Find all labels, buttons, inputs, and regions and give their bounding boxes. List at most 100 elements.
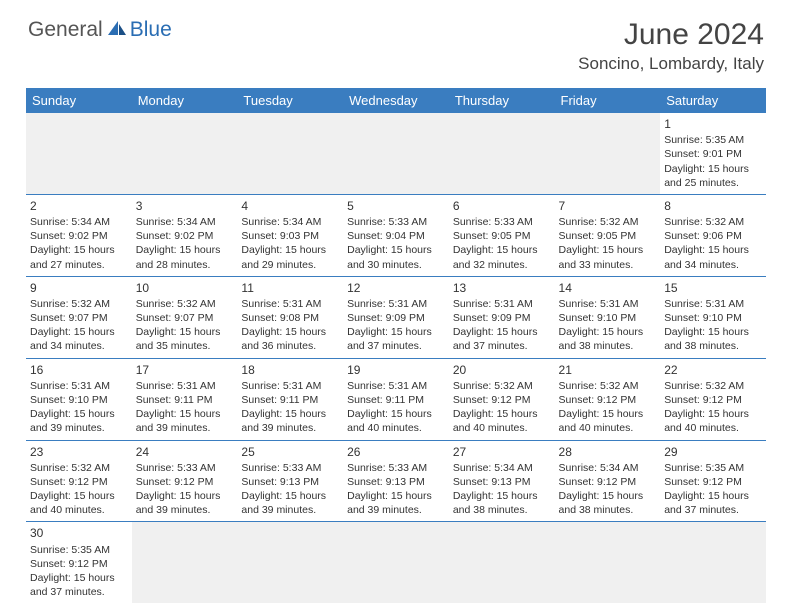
sunset-text: Sunset: 9:11 PM <box>136 393 234 407</box>
sunset-text: Sunset: 9:12 PM <box>559 393 657 407</box>
calendar-cell: 8Sunrise: 5:32 AMSunset: 9:06 PMDaylight… <box>660 194 766 276</box>
weekday-header: Saturday <box>660 88 766 113</box>
sunrise-text: Sunrise: 5:32 AM <box>664 379 762 393</box>
day-number: 9 <box>30 280 128 296</box>
calendar-cell: 29Sunrise: 5:35 AMSunset: 9:12 PMDayligh… <box>660 440 766 522</box>
sunset-text: Sunset: 9:12 PM <box>136 475 234 489</box>
daylight-text: Daylight: 15 hours and 39 minutes. <box>136 407 234 435</box>
sunrise-text: Sunrise: 5:31 AM <box>241 297 339 311</box>
day-number: 26 <box>347 444 445 460</box>
daylight-text: Daylight: 15 hours and 40 minutes. <box>559 407 657 435</box>
calendar-cell: 10Sunrise: 5:32 AMSunset: 9:07 PMDayligh… <box>132 276 238 358</box>
sunset-text: Sunset: 9:04 PM <box>347 229 445 243</box>
calendar-cell: 25Sunrise: 5:33 AMSunset: 9:13 PMDayligh… <box>237 440 343 522</box>
logo-text-blue: Blue <box>130 18 172 42</box>
daylight-text: Daylight: 15 hours and 38 minutes. <box>559 489 657 517</box>
calendar-table: SundayMondayTuesdayWednesdayThursdayFrid… <box>26 88 766 603</box>
daylight-text: Daylight: 15 hours and 40 minutes. <box>30 489 128 517</box>
daylight-text: Daylight: 15 hours and 27 minutes. <box>30 243 128 271</box>
day-number: 17 <box>136 362 234 378</box>
calendar-cell: 23Sunrise: 5:32 AMSunset: 9:12 PMDayligh… <box>26 440 132 522</box>
calendar-cell: 22Sunrise: 5:32 AMSunset: 9:12 PMDayligh… <box>660 358 766 440</box>
sunrise-text: Sunrise: 5:32 AM <box>30 297 128 311</box>
sunset-text: Sunset: 9:10 PM <box>559 311 657 325</box>
sunrise-text: Sunrise: 5:31 AM <box>30 379 128 393</box>
calendar-cell-empty <box>237 113 343 194</box>
calendar-body: 1Sunrise: 5:35 AMSunset: 9:01 PMDaylight… <box>26 113 766 603</box>
day-number: 23 <box>30 444 128 460</box>
page-title: June 2024 <box>578 18 764 52</box>
sunset-text: Sunset: 9:13 PM <box>347 475 445 489</box>
day-number: 8 <box>664 198 762 214</box>
daylight-text: Daylight: 15 hours and 39 minutes. <box>136 489 234 517</box>
calendar-cell: 13Sunrise: 5:31 AMSunset: 9:09 PMDayligh… <box>449 276 555 358</box>
sunrise-text: Sunrise: 5:34 AM <box>453 461 551 475</box>
weekday-header: Friday <box>555 88 661 113</box>
daylight-text: Daylight: 15 hours and 25 minutes. <box>664 162 762 190</box>
sunrise-text: Sunrise: 5:33 AM <box>453 215 551 229</box>
sunrise-text: Sunrise: 5:32 AM <box>30 461 128 475</box>
calendar-cell: 18Sunrise: 5:31 AMSunset: 9:11 PMDayligh… <box>237 358 343 440</box>
calendar-cell-empty <box>343 113 449 194</box>
daylight-text: Daylight: 15 hours and 34 minutes. <box>30 325 128 353</box>
sunrise-text: Sunrise: 5:35 AM <box>664 461 762 475</box>
sunrise-text: Sunrise: 5:35 AM <box>664 133 762 147</box>
daylight-text: Daylight: 15 hours and 30 minutes. <box>347 243 445 271</box>
daylight-text: Daylight: 15 hours and 39 minutes. <box>30 407 128 435</box>
daylight-text: Daylight: 15 hours and 38 minutes. <box>453 489 551 517</box>
calendar-cell: 3Sunrise: 5:34 AMSunset: 9:02 PMDaylight… <box>132 194 238 276</box>
sunset-text: Sunset: 9:09 PM <box>347 311 445 325</box>
calendar-cell-empty <box>237 522 343 603</box>
location-text: Soncino, Lombardy, Italy <box>578 54 764 74</box>
calendar-cell: 28Sunrise: 5:34 AMSunset: 9:12 PMDayligh… <box>555 440 661 522</box>
daylight-text: Daylight: 15 hours and 37 minutes. <box>453 325 551 353</box>
sunrise-text: Sunrise: 5:32 AM <box>136 297 234 311</box>
calendar-cell: 1Sunrise: 5:35 AMSunset: 9:01 PMDaylight… <box>660 113 766 194</box>
sunset-text: Sunset: 9:12 PM <box>559 475 657 489</box>
sunrise-text: Sunrise: 5:31 AM <box>347 297 445 311</box>
sunset-text: Sunset: 9:13 PM <box>453 475 551 489</box>
daylight-text: Daylight: 15 hours and 37 minutes. <box>347 325 445 353</box>
calendar-cell: 6Sunrise: 5:33 AMSunset: 9:05 PMDaylight… <box>449 194 555 276</box>
sunset-text: Sunset: 9:01 PM <box>664 147 762 161</box>
daylight-text: Daylight: 15 hours and 40 minutes. <box>664 407 762 435</box>
daylight-text: Daylight: 15 hours and 38 minutes. <box>559 325 657 353</box>
calendar-cell-empty <box>660 522 766 603</box>
calendar-cell: 12Sunrise: 5:31 AMSunset: 9:09 PMDayligh… <box>343 276 449 358</box>
day-number: 12 <box>347 280 445 296</box>
calendar-cell-empty <box>132 113 238 194</box>
title-block: June 2024 Soncino, Lombardy, Italy <box>578 18 764 74</box>
weekday-header: Tuesday <box>237 88 343 113</box>
sunrise-text: Sunrise: 5:34 AM <box>241 215 339 229</box>
sunset-text: Sunset: 9:05 PM <box>453 229 551 243</box>
calendar-cell: 7Sunrise: 5:32 AMSunset: 9:05 PMDaylight… <box>555 194 661 276</box>
daylight-text: Daylight: 15 hours and 38 minutes. <box>664 325 762 353</box>
weekday-header: Wednesday <box>343 88 449 113</box>
day-number: 7 <box>559 198 657 214</box>
sunset-text: Sunset: 9:11 PM <box>347 393 445 407</box>
day-number: 24 <box>136 444 234 460</box>
sunrise-text: Sunrise: 5:32 AM <box>664 215 762 229</box>
calendar-row: 16Sunrise: 5:31 AMSunset: 9:10 PMDayligh… <box>26 358 766 440</box>
calendar-cell: 30Sunrise: 5:35 AMSunset: 9:12 PMDayligh… <box>26 522 132 603</box>
calendar-cell-empty <box>26 113 132 194</box>
sunset-text: Sunset: 9:10 PM <box>664 311 762 325</box>
calendar-row: 23Sunrise: 5:32 AMSunset: 9:12 PMDayligh… <box>26 440 766 522</box>
day-number: 1 <box>664 116 762 132</box>
day-number: 5 <box>347 198 445 214</box>
sunset-text: Sunset: 9:02 PM <box>30 229 128 243</box>
day-number: 2 <box>30 198 128 214</box>
daylight-text: Daylight: 15 hours and 39 minutes. <box>347 489 445 517</box>
day-number: 19 <box>347 362 445 378</box>
calendar-cell-empty <box>555 113 661 194</box>
day-number: 3 <box>136 198 234 214</box>
calendar-cell: 27Sunrise: 5:34 AMSunset: 9:13 PMDayligh… <box>449 440 555 522</box>
sunrise-text: Sunrise: 5:32 AM <box>559 379 657 393</box>
sunset-text: Sunset: 9:07 PM <box>30 311 128 325</box>
day-number: 11 <box>241 280 339 296</box>
calendar-cell: 4Sunrise: 5:34 AMSunset: 9:03 PMDaylight… <box>237 194 343 276</box>
calendar-cell: 19Sunrise: 5:31 AMSunset: 9:11 PMDayligh… <box>343 358 449 440</box>
daylight-text: Daylight: 15 hours and 28 minutes. <box>136 243 234 271</box>
logo-text-general: General <box>28 18 103 42</box>
day-number: 16 <box>30 362 128 378</box>
